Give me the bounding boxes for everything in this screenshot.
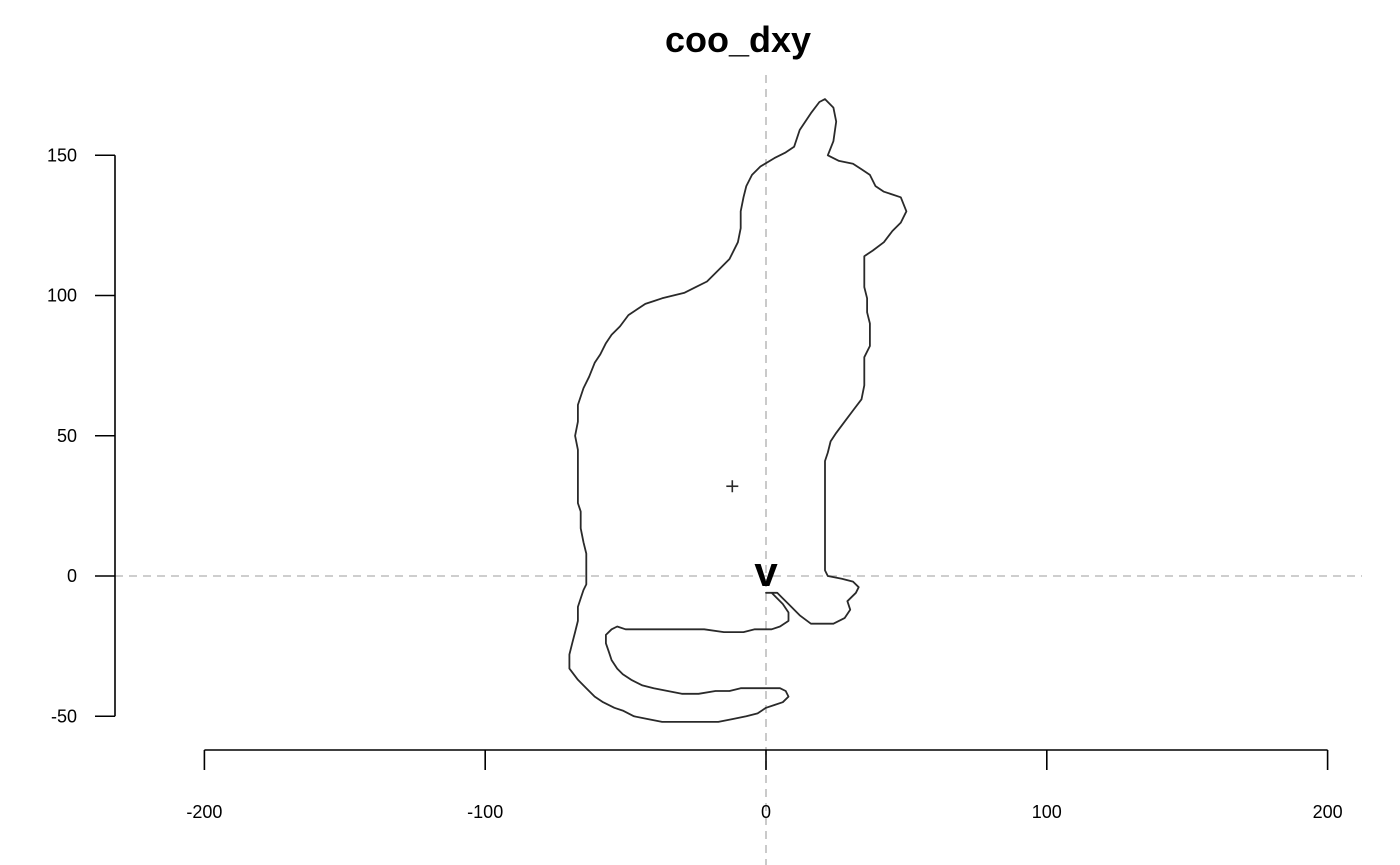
x-tick-label: 200 — [1313, 802, 1343, 822]
x-tick-label: -100 — [467, 802, 503, 822]
y-tick-label: 100 — [47, 286, 77, 306]
x-tick-label: 100 — [1032, 802, 1062, 822]
y-tick-label: 0 — [67, 566, 77, 586]
data-layer: v — [568, 98, 908, 723]
chart-title: coo_dxy — [665, 19, 811, 60]
y-tick-label: 50 — [57, 426, 77, 446]
reference-lines — [115, 75, 1362, 865]
centroid-marker — [726, 480, 739, 493]
shape-outline — [568, 98, 908, 723]
y-tick-label: 150 — [47, 145, 77, 165]
x-tick-label: -200 — [186, 802, 222, 822]
x-tick-label: 0 — [761, 802, 771, 822]
axes: -200 -100 0 100 200 -50 0 50 100 150 — [47, 145, 1343, 822]
y-tick-label: -50 — [51, 706, 77, 726]
start-marker: v — [754, 548, 778, 595]
